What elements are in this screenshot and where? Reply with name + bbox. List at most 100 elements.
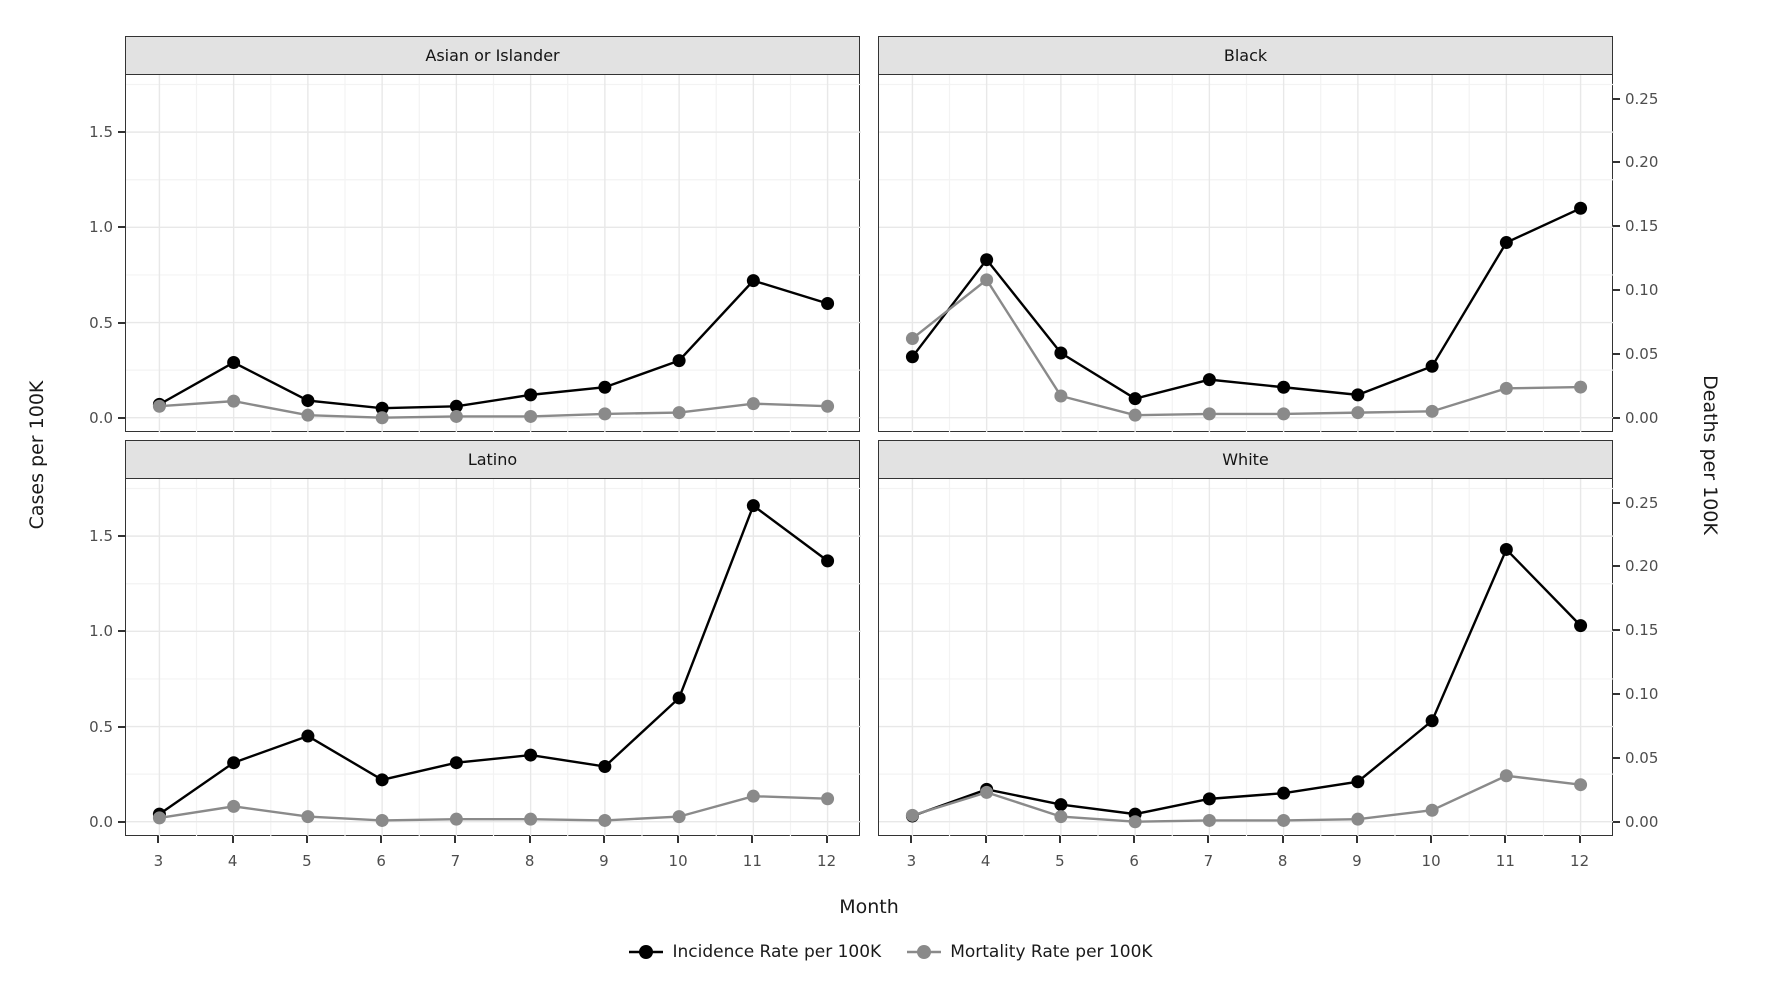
incidence-point [672,691,686,705]
mortality-point [1425,404,1439,418]
y-axis-tick-mark [118,820,125,823]
mortality-point [746,789,760,803]
legend-label: Incidence Rate per 100K [672,942,882,962]
y-axis-tick-label-right: 0.15 [1625,621,1659,640]
incidence-point [821,554,835,568]
incidence-point [301,729,315,743]
incidence-point [598,760,612,774]
incidence-point [672,354,686,368]
y-axis-tick-label-right: 0.20 [1625,557,1659,576]
x-axis-tick-mark [305,836,308,843]
y-axis-title-left: Cases per 100K [26,380,48,530]
x-axis-tick-mark [157,836,160,843]
x-axis-tick-label: 8 [1277,852,1288,870]
panel-plot-area [125,75,861,432]
mortality-point [672,810,686,824]
mortality-point [821,399,835,413]
mortality-point [301,408,315,422]
y-axis-tick-label-left: 1.5 [89,527,113,546]
incidence-line [911,207,1582,400]
x-axis-tick-mark [1355,836,1358,843]
incidence-line [158,279,828,410]
x-axis-title: Month [839,896,899,918]
x-axis-tick-mark [1578,836,1581,843]
y-axis-tick-label-right: 0.05 [1625,344,1659,363]
mortality-point [905,332,919,346]
mortality-point [980,785,994,799]
incidence-point [746,274,760,288]
x-axis-tick-label: 5 [302,852,312,870]
incidence-line [158,503,829,816]
incidence-point [1202,792,1216,806]
x-axis-tick-label: 8 [524,852,535,870]
y-axis-tick-mark [1613,501,1620,504]
x-axis-tick-label: 7 [1203,852,1214,870]
x-axis-tick-label: 12 [1570,852,1590,870]
x-axis-tick-mark [825,836,828,843]
legend-key-mortality-icon [907,945,942,959]
mortality-point [375,411,389,425]
incidence-point [1351,388,1365,402]
y-axis-tick-label-left: 1.5 [89,123,113,142]
incidence-point [375,773,389,787]
y-axis-tick-label-right: 0.20 [1625,153,1659,172]
x-axis-tick-mark [1207,836,1210,843]
mortality-point [152,399,166,413]
x-axis-tick-label: 3 [906,852,917,870]
panel-plot [126,75,861,432]
mortality-point [301,810,315,824]
x-axis-tick-mark [454,836,457,843]
mortality-line [911,278,1581,417]
incidence-point [1277,380,1291,394]
y-axis-tick-mark [1613,352,1620,355]
x-axis-tick-mark [602,836,605,843]
mortality-point [746,397,760,411]
mortality-point [1425,803,1439,817]
facet-title: White [1222,450,1269,469]
mortality-line [159,399,828,419]
y-axis-tick-label-right: 0.00 [1625,812,1659,831]
facet-strip: Black [878,36,1613,75]
facet-strip: Asian or Islander [125,36,860,75]
incidence-point [524,748,538,762]
x-axis-tick-label: 7 [450,852,461,870]
mortality-point [672,406,686,420]
y-axis-tick-label-right: 0.00 [1625,408,1659,427]
x-axis-tick-label: 11 [1495,852,1515,870]
x-axis-tick-mark [380,836,383,843]
legend-label: Mortality Rate per 100K [950,942,1153,962]
y-axis-tick-label-left: 1.0 [89,218,113,237]
y-axis-tick-label-left: 0.0 [89,812,113,831]
x-axis-tick-label: 6 [376,852,386,870]
mortality-point [1054,389,1068,403]
mortality-point [1202,407,1216,421]
incidence-point [449,756,463,770]
incidence-point [1277,786,1291,800]
incidence-point [980,253,994,267]
y-axis-tick-label-right: 0.25 [1625,89,1659,108]
legend-item-mortality: Mortality Rate per 100K [907,942,1153,962]
y-axis-tick-label-right: 0.10 [1625,281,1659,300]
mortality-point [1277,407,1291,421]
legend-key-incidence-icon [629,945,664,959]
x-axis-tick-label: 9 [599,852,609,870]
y-axis-tick-mark [1613,820,1620,823]
panel-plot-area [878,479,1614,836]
facet-strip: Latino [125,440,860,479]
facet-title: Latino [467,450,518,469]
incidence-point [1128,392,1142,406]
x-axis-tick-mark [1430,836,1433,843]
incidence-point [1054,798,1068,812]
incidence-point [227,356,241,370]
x-axis-tick-label: 4 [980,852,991,870]
mortality-point [1202,813,1216,827]
legend-item-incidence: Incidence Rate per 100K [629,942,881,962]
mortality-point [227,799,241,813]
incidence-point [1202,373,1216,387]
x-axis-tick-mark [1281,836,1284,843]
y-axis-tick-mark [1613,225,1620,228]
x-axis-tick-mark [910,836,913,843]
incidence-point [524,388,538,402]
x-axis-tick-mark [1058,836,1061,843]
